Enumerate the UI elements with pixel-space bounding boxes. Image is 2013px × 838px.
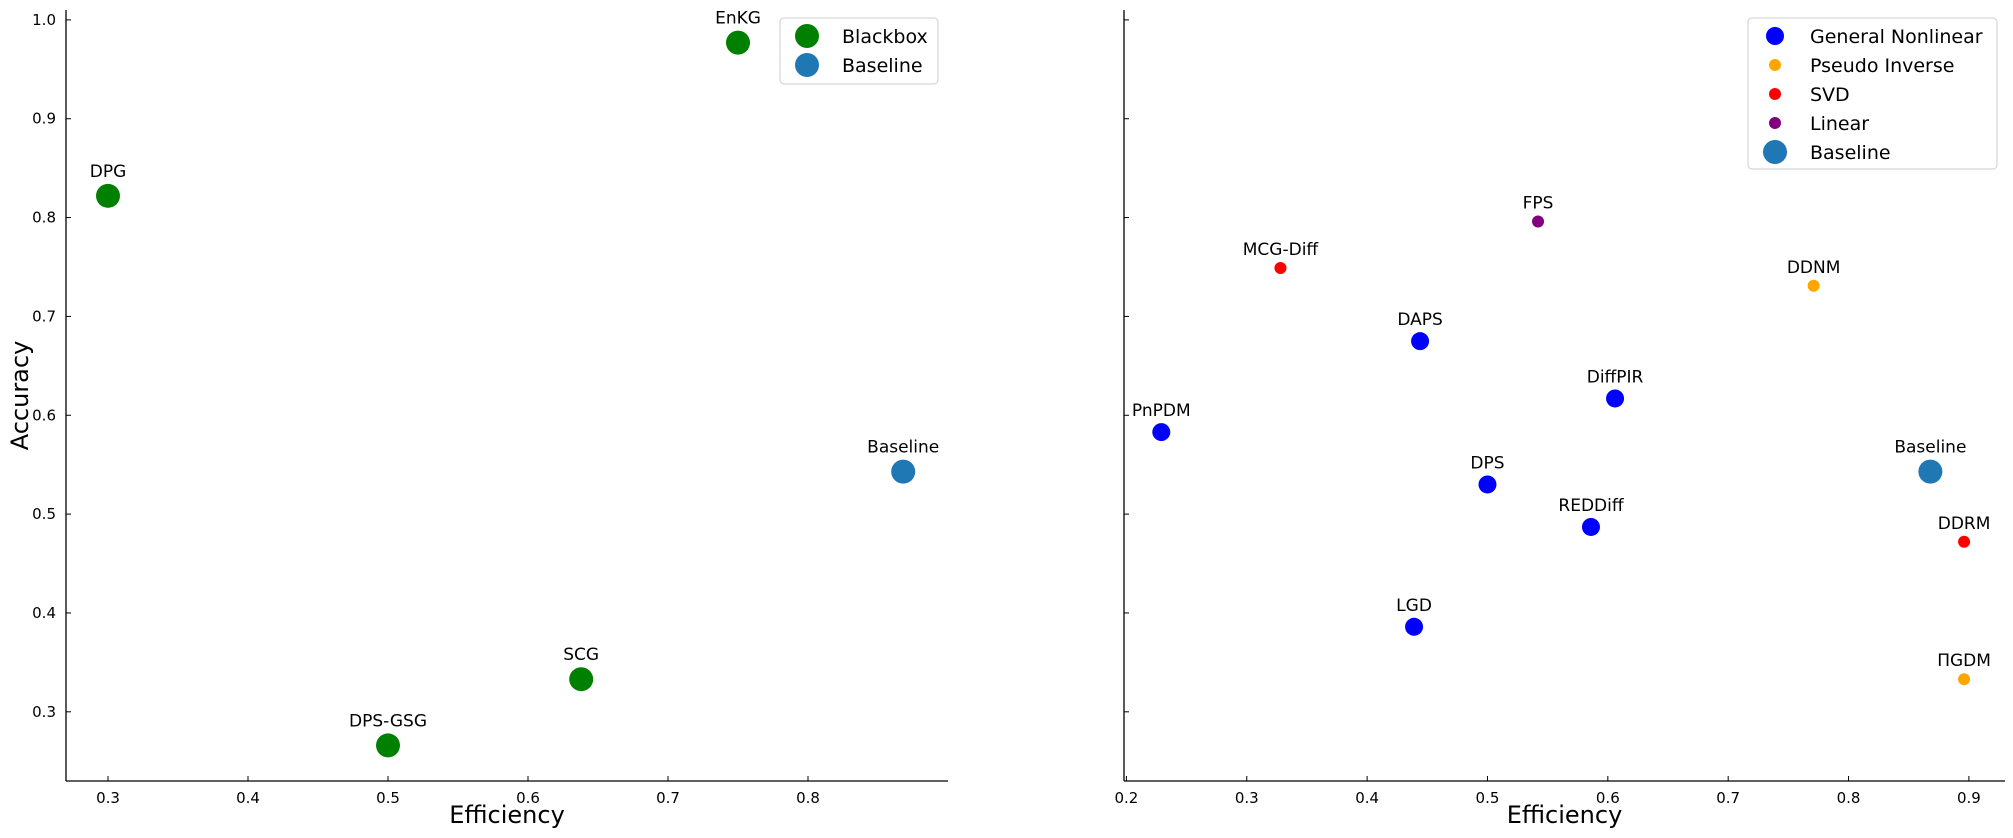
point-baseline	[1918, 459, 1943, 484]
point-label-dps: DPS	[1470, 453, 1504, 473]
point-ddnm	[1807, 279, 1820, 292]
x-tick-label: 0.3	[1235, 789, 1259, 807]
point-label-dps-gsg: DPS-GSG	[349, 711, 427, 731]
point-fps	[1532, 215, 1545, 228]
point-daps	[1411, 332, 1430, 351]
legend-marker-general-nonlinear	[1766, 27, 1784, 45]
point-label-lgd: LGD	[1396, 596, 1432, 616]
legend-label-baseline: Baseline	[842, 55, 923, 77]
legend-marker-svd	[1769, 88, 1781, 100]
point-dps	[1478, 475, 1497, 494]
y-tick-label: 0.8	[32, 209, 56, 227]
x-tick-label: 0.8	[796, 789, 820, 807]
legend-label-general-nonlinear: General Nonlinear	[1810, 26, 1983, 48]
x-tick-label: 0.7	[656, 789, 680, 807]
point-label-pnpdm: PnPDM	[1132, 401, 1191, 421]
legend-label-blackbox: Blackbox	[842, 26, 928, 48]
y-tick-label: 0.7	[32, 307, 56, 325]
x-tick-label: 0.4	[1355, 789, 1379, 807]
point-mcg-diff	[1274, 261, 1287, 274]
point-ddrm	[1958, 535, 1971, 548]
y-tick-label: 0.6	[32, 406, 56, 424]
y-tick-label: 0.9	[32, 110, 56, 128]
x-tick-label: 0.8	[1837, 789, 1861, 807]
y-tick-label: 1.0	[32, 11, 56, 29]
y-tick-label: 0.3	[32, 703, 56, 721]
legend-marker-baseline	[795, 53, 819, 77]
x-axis-title: Efficiency	[449, 801, 565, 829]
right-scatter-panel: 0.2 0.3 0.4 0.5 0.6 0.7 0.8 0.9 Efficiency PnPDM D…	[1114, 10, 2005, 829]
legend: Blackbox Baseline	[779, 17, 939, 85]
legend-marker-linear	[1769, 117, 1781, 129]
point-dps-gsg	[376, 733, 400, 758]
point-enkg	[726, 30, 750, 55]
point-diffpir	[1606, 389, 1625, 408]
point-gdm	[1958, 673, 1971, 686]
point-label-ddrm: DDRM	[1938, 514, 1991, 534]
point-scg	[569, 667, 594, 692]
y-axis-title: Accuracy	[6, 341, 34, 451]
x-tick-label: 0.5	[376, 789, 400, 807]
x-axis-title: Efficiency	[1507, 801, 1623, 829]
legend-marker-pseudo-inverse	[1769, 59, 1781, 71]
y-tick-label: 0.5	[32, 505, 56, 523]
point-dpg	[96, 183, 120, 208]
point-label-reddiff: REDDiff	[1558, 496, 1624, 516]
x-tick-label: 0.7	[1716, 789, 1740, 807]
legend-frame	[1747, 17, 1998, 170]
legend-marker-blackbox	[795, 24, 819, 48]
x-tick-label: 0.4	[236, 789, 260, 807]
legend: General Nonlinear Pseudo Inverse SVD Linear…	[1747, 17, 1998, 170]
point-lgd	[1405, 617, 1424, 636]
point-baseline	[891, 459, 916, 484]
point-label-daps: DAPS	[1397, 310, 1442, 330]
point-label-scg: SCG	[563, 645, 599, 665]
x-tick-label: 0.6	[516, 789, 540, 807]
point-label-fps: FPS	[1523, 194, 1554, 214]
point-label-dpg: DPG	[90, 162, 127, 182]
x-tick-label: 0.2	[1114, 789, 1138, 807]
legend-label-baseline: Baseline	[1810, 142, 1891, 164]
point-label-enkg: EnKG	[715, 9, 761, 29]
point-label-diffpir: DiffPIR	[1587, 367, 1644, 387]
legend-label-svd: SVD	[1810, 84, 1850, 106]
legend-label-linear: Linear	[1810, 113, 1869, 135]
point-label-baseline: Baseline	[1894, 438, 1966, 458]
x-tick-label: 0.3	[96, 789, 120, 807]
point-label-gdm: ΠGDM	[1937, 651, 1991, 671]
y-tick-label: 0.4	[32, 604, 56, 622]
legend-label-pseudo-inverse: Pseudo Inverse	[1810, 55, 1954, 77]
legend-marker-baseline	[1763, 140, 1787, 164]
point-label-baseline: Baseline	[867, 438, 939, 458]
point-label-ddnm: DDNM	[1787, 258, 1841, 278]
legend-frame	[779, 17, 939, 85]
x-tick-label: 0.5	[1476, 789, 1500, 807]
x-tick-label: 0.9	[1957, 789, 1981, 807]
point-reddiff	[1581, 517, 1600, 536]
point-label-mcg-diff: MCG-Diff	[1243, 240, 1320, 260]
point-pnpdm	[1152, 423, 1171, 442]
left-scatter-panel: 0.3 0.4 0.5 0.6 0.7 0.8 0.3 0.4 0.5 0.6 0.7 0.8 0.9 1…	[6, 9, 948, 829]
x-tick-label: 0.6	[1596, 789, 1620, 807]
